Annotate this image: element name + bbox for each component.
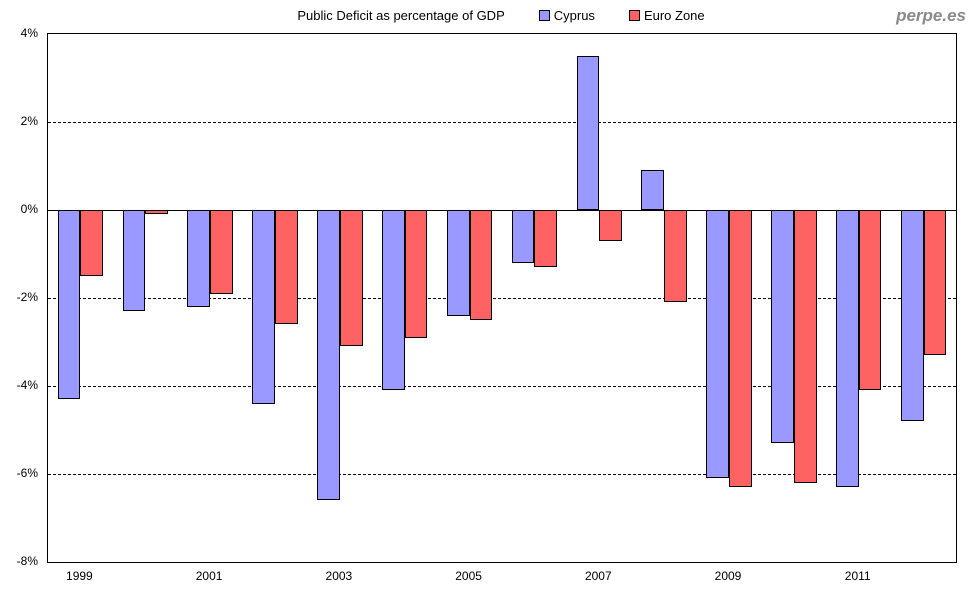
- x-tick-label-2005: 2005: [455, 569, 482, 583]
- zero-line: [48, 210, 956, 211]
- bar-euro-zone-2002: [275, 210, 298, 325]
- y-tick-label-0: 0%: [20, 202, 38, 216]
- bar-euro-zone-2006: [534, 210, 558, 268]
- bar-euro-zone-2009: [729, 210, 752, 488]
- bar-euro-zone-2000: [145, 210, 168, 215]
- x-tick-label-1999: 1999: [66, 569, 93, 583]
- bar-cyprus-2006: [511, 210, 535, 263]
- x-tick-label-2011: 2011: [844, 569, 871, 583]
- cyprus-swatch-icon: [538, 10, 550, 21]
- eurozone-swatch-icon: [628, 10, 640, 21]
- bar-cyprus-2010: [771, 210, 794, 444]
- bar-euro-zone-2010: [793, 210, 817, 483]
- bar-euro-zone-1999: [80, 210, 104, 276]
- x-tick-label-2009: 2009: [714, 569, 742, 583]
- bar-cyprus-2000: [122, 210, 146, 312]
- chart-title: Public Deficit as percentage of GDP: [297, 8, 505, 23]
- bar-cyprus-2008: [641, 170, 665, 210]
- bar-euro-zone-2005: [469, 210, 493, 320]
- bar-euro-zone-2008: [664, 210, 687, 303]
- legend-label-cyprus: Cyprus: [553, 8, 595, 23]
- bar-cyprus-2011: [836, 210, 859, 488]
- y-tick-label--4: -4%: [16, 378, 38, 392]
- bar-cyprus-2005: [446, 210, 470, 316]
- bar-euro-zone-2001: [210, 210, 233, 294]
- bar-euro-zone-2003: [339, 210, 363, 347]
- x-tick-label-2003: 2003: [325, 569, 353, 583]
- y-tick-label--6: -6%: [16, 466, 38, 480]
- y-tick-label--8: -8%: [16, 554, 38, 568]
- plot-area: [47, 33, 957, 563]
- gridline--6: [48, 474, 956, 475]
- x-tick-label-2001: 2001: [195, 569, 223, 583]
- y-axis: 4% 2% 0% -2% -4% -6% -8%: [0, 0, 42, 600]
- bar-cyprus-2009: [706, 210, 729, 479]
- legend-label-eurozone: Euro Zone: [643, 8, 705, 23]
- chart-header: Public Deficit as percentage of GDP Cypr…: [47, 8, 955, 23]
- bar-cyprus-2001: [187, 210, 211, 307]
- bar-euro-zone-2012: [923, 210, 947, 356]
- bar-cyprus-2007: [576, 56, 600, 210]
- gridline--4: [48, 386, 956, 387]
- legend-item-cyprus: Cyprus: [538, 8, 595, 23]
- bar-cyprus-2004: [382, 210, 405, 391]
- bar-cyprus-2003: [317, 210, 340, 501]
- bar-cyprus-1999: [57, 210, 81, 400]
- x-tick-label-2007: 2007: [584, 569, 612, 583]
- bar-euro-zone-2011: [858, 210, 882, 391]
- y-tick-label--2: -2%: [16, 290, 38, 304]
- y-tick-label-2: 2%: [20, 114, 38, 128]
- bar-cyprus-2012: [900, 210, 924, 422]
- bar-euro-zone-2004: [404, 210, 428, 338]
- gridline-2: [48, 122, 956, 123]
- bar-euro-zone-2007: [599, 210, 622, 241]
- gridline--2: [48, 298, 956, 299]
- y-tick-label-4: 4%: [20, 26, 38, 40]
- bar-cyprus-2002: [252, 210, 275, 404]
- legend-item-eurozone: Euro Zone: [628, 8, 705, 23]
- watermark: perpe.es: [896, 6, 966, 25]
